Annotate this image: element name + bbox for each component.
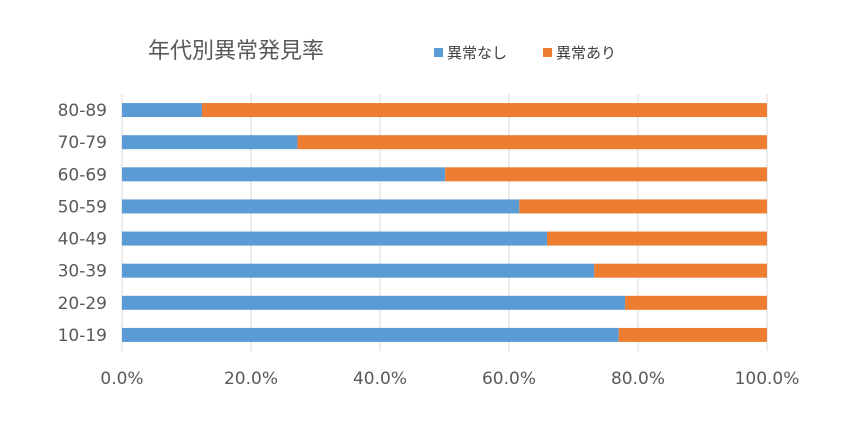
y-category-label: 20-29 <box>58 294 107 314</box>
x-tick-label: 20.0% <box>224 369 278 389</box>
x-tick-label: 100.0% <box>735 369 800 389</box>
y-category-label: 50-59 <box>58 197 107 217</box>
bar-abnormality-70-79 <box>297 135 767 150</box>
x-tick-label: 40.0% <box>353 369 407 389</box>
x-tick-label: 0.0% <box>100 369 143 389</box>
y-axis-labels: 10-19 20-29 30-39 40-49 50-59 60-69 70-79 80-89 <box>58 101 107 346</box>
x-tick-label: 80.0% <box>611 369 665 389</box>
legend-swatch-abnormality <box>543 48 552 57</box>
bar-no-abnormality-80-89 <box>122 103 202 118</box>
bar-no-abnormality-10-19 <box>122 327 619 342</box>
legend-swatch-no-abnormality <box>434 48 443 57</box>
legend-label-no-abnormality: 異常なし <box>447 44 507 62</box>
x-axis-labels: 0.0% 20.0% 40.0% 60.0% 80.0% 100.0% <box>100 369 799 389</box>
bar-abnormality-60-69 <box>445 167 767 182</box>
bar-abnormality-20-29 <box>625 295 767 310</box>
gridlines <box>121 94 768 351</box>
bar-abnormality-80-89 <box>201 103 768 118</box>
x-tick-label: 60.0% <box>482 369 536 389</box>
y-category-label: 10-19 <box>58 326 107 346</box>
bar-no-abnormality-20-29 <box>122 295 626 310</box>
bar-no-abnormality-50-59 <box>122 199 520 214</box>
chart-title: 年代別異常発見率 <box>148 39 324 64</box>
bar-abnormality-50-59 <box>519 199 767 214</box>
legend-label-abnormality: 異常あり <box>556 44 616 62</box>
y-category-label: 40-49 <box>58 230 107 250</box>
bar-no-abnormality-60-69 <box>122 167 446 182</box>
y-category-label: 60-69 <box>58 165 107 185</box>
y-category-label: 80-89 <box>58 101 107 121</box>
bar-no-abnormality-40-49 <box>122 231 548 246</box>
bar-no-abnormality-70-79 <box>122 135 298 150</box>
legend: 異常なし 異常あり <box>434 44 616 62</box>
bar-no-abnormality-30-39 <box>122 263 595 278</box>
bar-abnormality-40-49 <box>547 231 767 246</box>
bar-abnormality-30-39 <box>594 263 767 278</box>
y-category-label: 70-79 <box>58 133 107 153</box>
bars <box>122 103 768 342</box>
y-category-label: 30-39 <box>58 262 107 282</box>
bar-abnormality-10-19 <box>618 327 767 342</box>
